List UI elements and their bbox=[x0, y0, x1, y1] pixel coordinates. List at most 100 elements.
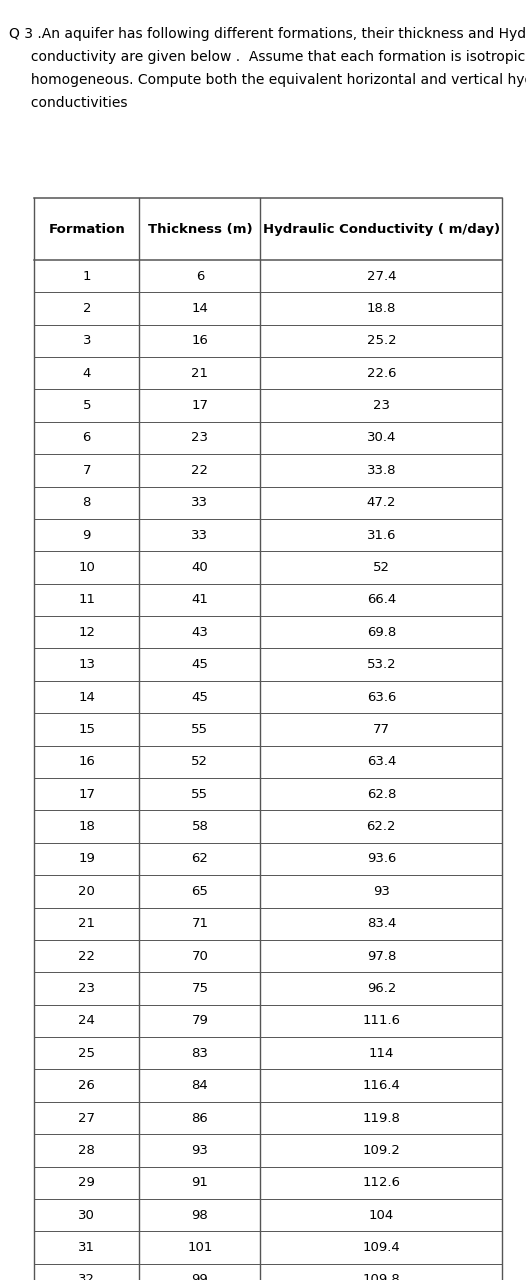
Text: 114: 114 bbox=[369, 1047, 394, 1060]
Text: 30.4: 30.4 bbox=[367, 431, 396, 444]
Text: 1: 1 bbox=[83, 270, 91, 283]
Text: 75: 75 bbox=[191, 982, 208, 995]
Text: 41: 41 bbox=[191, 594, 208, 607]
Text: 91: 91 bbox=[191, 1176, 208, 1189]
Text: 21: 21 bbox=[78, 918, 95, 931]
Text: 47.2: 47.2 bbox=[367, 497, 396, 509]
Text: 86: 86 bbox=[191, 1111, 208, 1125]
Text: 116.4: 116.4 bbox=[362, 1079, 400, 1092]
Text: 58: 58 bbox=[191, 820, 208, 833]
Text: 98: 98 bbox=[191, 1208, 208, 1221]
Text: 23: 23 bbox=[373, 399, 390, 412]
Text: 20: 20 bbox=[78, 884, 95, 897]
Text: 93: 93 bbox=[373, 884, 390, 897]
Text: 30: 30 bbox=[78, 1208, 95, 1221]
Text: 45: 45 bbox=[191, 658, 208, 671]
Text: 77: 77 bbox=[373, 723, 390, 736]
Text: conductivities: conductivities bbox=[9, 96, 128, 110]
Text: 8: 8 bbox=[83, 497, 91, 509]
Text: 6: 6 bbox=[83, 431, 91, 444]
Text: 71: 71 bbox=[191, 918, 208, 931]
Text: 52: 52 bbox=[373, 561, 390, 573]
Text: 4: 4 bbox=[83, 366, 91, 380]
Text: Q 3 .An aquifer has following different formations, their thickness and Hydrauli: Q 3 .An aquifer has following different … bbox=[9, 27, 526, 41]
Text: 69.8: 69.8 bbox=[367, 626, 396, 639]
Text: 62: 62 bbox=[191, 852, 208, 865]
Text: 93: 93 bbox=[191, 1144, 208, 1157]
Text: 16: 16 bbox=[191, 334, 208, 347]
Text: Hydraulic Conductivity ( m/day): Hydraulic Conductivity ( m/day) bbox=[263, 223, 500, 236]
Text: 33.8: 33.8 bbox=[367, 463, 396, 477]
Text: 2: 2 bbox=[83, 302, 91, 315]
Text: homogeneous. Compute both the equivalent horizontal and vertical hydraulic: homogeneous. Compute both the equivalent… bbox=[9, 73, 526, 87]
Text: 104: 104 bbox=[369, 1208, 394, 1221]
Text: 21: 21 bbox=[191, 366, 208, 380]
Text: 55: 55 bbox=[191, 787, 208, 801]
Text: 26: 26 bbox=[78, 1079, 95, 1092]
Text: 17: 17 bbox=[78, 787, 95, 801]
Text: 119.8: 119.8 bbox=[362, 1111, 400, 1125]
Text: 19: 19 bbox=[78, 852, 95, 865]
Text: Formation: Formation bbox=[48, 223, 125, 236]
Text: 65: 65 bbox=[191, 884, 208, 897]
Text: 7: 7 bbox=[83, 463, 91, 477]
Text: 23: 23 bbox=[191, 431, 208, 444]
Text: 29: 29 bbox=[78, 1176, 95, 1189]
Text: 24: 24 bbox=[78, 1014, 95, 1028]
Text: 18.8: 18.8 bbox=[367, 302, 396, 315]
Text: 3: 3 bbox=[83, 334, 91, 347]
Text: 17: 17 bbox=[191, 399, 208, 412]
Text: 31.6: 31.6 bbox=[367, 529, 396, 541]
Text: 83: 83 bbox=[191, 1047, 208, 1060]
Text: 27.4: 27.4 bbox=[367, 270, 396, 283]
Text: 18: 18 bbox=[78, 820, 95, 833]
Text: 22: 22 bbox=[191, 463, 208, 477]
Text: 62.2: 62.2 bbox=[367, 820, 396, 833]
Text: 10: 10 bbox=[78, 561, 95, 573]
Text: 109.8: 109.8 bbox=[362, 1274, 400, 1280]
Text: 112.6: 112.6 bbox=[362, 1176, 400, 1189]
Text: conductivity are given below .  Assume that each formation is isotropic and: conductivity are given below . Assume th… bbox=[9, 50, 526, 64]
Text: 40: 40 bbox=[191, 561, 208, 573]
Text: 66.4: 66.4 bbox=[367, 594, 396, 607]
Text: 28: 28 bbox=[78, 1144, 95, 1157]
Text: 83.4: 83.4 bbox=[367, 918, 396, 931]
Text: 9: 9 bbox=[83, 529, 91, 541]
Text: 93.6: 93.6 bbox=[367, 852, 396, 865]
Text: 22: 22 bbox=[78, 950, 95, 963]
Text: 22.6: 22.6 bbox=[367, 366, 396, 380]
Text: 33: 33 bbox=[191, 497, 208, 509]
Text: 52: 52 bbox=[191, 755, 208, 768]
Text: 96.2: 96.2 bbox=[367, 982, 396, 995]
Text: 5: 5 bbox=[83, 399, 91, 412]
Text: 111.6: 111.6 bbox=[362, 1014, 400, 1028]
Text: 53.2: 53.2 bbox=[367, 658, 396, 671]
Text: 13: 13 bbox=[78, 658, 95, 671]
Text: 33: 33 bbox=[191, 529, 208, 541]
Text: Thickness (m): Thickness (m) bbox=[148, 223, 252, 236]
Text: 62.8: 62.8 bbox=[367, 787, 396, 801]
Text: 6: 6 bbox=[196, 270, 204, 283]
Text: 79: 79 bbox=[191, 1014, 208, 1028]
Text: 12: 12 bbox=[78, 626, 95, 639]
Text: 23: 23 bbox=[78, 982, 95, 995]
Text: 109.2: 109.2 bbox=[362, 1144, 400, 1157]
Text: 14: 14 bbox=[191, 302, 208, 315]
Text: 84: 84 bbox=[191, 1079, 208, 1092]
Text: 25: 25 bbox=[78, 1047, 95, 1060]
Text: 55: 55 bbox=[191, 723, 208, 736]
Text: 63.4: 63.4 bbox=[367, 755, 396, 768]
Text: 14: 14 bbox=[78, 690, 95, 704]
Text: 97.8: 97.8 bbox=[367, 950, 396, 963]
Text: 99: 99 bbox=[191, 1274, 208, 1280]
Text: 70: 70 bbox=[191, 950, 208, 963]
Text: 45: 45 bbox=[191, 690, 208, 704]
Text: 11: 11 bbox=[78, 594, 95, 607]
Text: 25.2: 25.2 bbox=[367, 334, 396, 347]
Text: 31: 31 bbox=[78, 1242, 95, 1254]
Text: 109.4: 109.4 bbox=[362, 1242, 400, 1254]
Text: 32: 32 bbox=[78, 1274, 95, 1280]
Text: 63.6: 63.6 bbox=[367, 690, 396, 704]
Text: 43: 43 bbox=[191, 626, 208, 639]
Text: 101: 101 bbox=[187, 1242, 213, 1254]
